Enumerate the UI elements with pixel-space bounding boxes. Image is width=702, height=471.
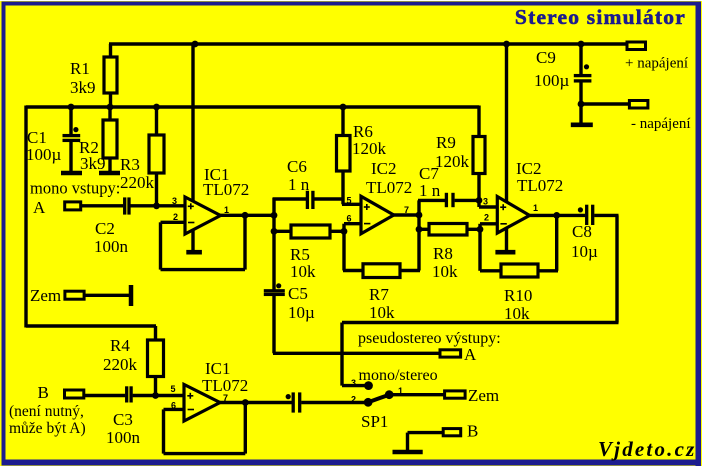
svg-text:R6: R6 bbox=[353, 122, 373, 141]
svg-text:Zem: Zem bbox=[468, 386, 499, 405]
svg-text:TL072: TL072 bbox=[202, 376, 248, 395]
svg-text:(není nutný,: (není nutný, bbox=[9, 403, 84, 420]
svg-text:- napájení: - napájení bbox=[631, 116, 691, 132]
svg-text:A: A bbox=[464, 345, 477, 364]
svg-text:2: 2 bbox=[484, 213, 489, 223]
svg-text:2: 2 bbox=[351, 395, 356, 405]
svg-text:3k9: 3k9 bbox=[70, 78, 96, 97]
svg-text:1: 1 bbox=[398, 386, 403, 396]
svg-text:10k: 10k bbox=[432, 262, 458, 281]
svg-text:C3: C3 bbox=[113, 410, 133, 429]
svg-text:C2: C2 bbox=[95, 219, 115, 238]
svg-text:1: 1 bbox=[224, 205, 229, 215]
svg-text:5: 5 bbox=[347, 196, 352, 206]
svg-text:+ napájení: + napájení bbox=[625, 56, 688, 72]
svg-text:120k: 120k bbox=[352, 139, 387, 158]
svg-text:IC1: IC1 bbox=[204, 165, 230, 184]
svg-text:1: 1 bbox=[533, 203, 538, 213]
svg-text:2: 2 bbox=[173, 212, 178, 222]
svg-text:SP1: SP1 bbox=[361, 412, 388, 431]
svg-text:7: 7 bbox=[223, 393, 228, 403]
svg-text:C8: C8 bbox=[572, 222, 592, 241]
svg-text:B: B bbox=[467, 422, 478, 441]
svg-text:5: 5 bbox=[171, 384, 176, 394]
svg-text:10k: 10k bbox=[504, 304, 530, 323]
svg-text:1 n: 1 n bbox=[288, 175, 310, 194]
svg-text:IC2: IC2 bbox=[371, 159, 397, 178]
svg-text:R3: R3 bbox=[120, 155, 140, 174]
svg-text:3: 3 bbox=[483, 197, 488, 207]
svg-text:6: 6 bbox=[171, 401, 176, 411]
svg-text:3: 3 bbox=[351, 378, 356, 388]
svg-text:R4: R4 bbox=[110, 336, 130, 355]
svg-text:1 n: 1 n bbox=[419, 181, 441, 200]
svg-text:R2: R2 bbox=[79, 138, 99, 157]
svg-text:může být A): může být A) bbox=[9, 420, 86, 437]
svg-text:100µ: 100µ bbox=[534, 71, 570, 90]
svg-text:C1: C1 bbox=[27, 128, 47, 147]
svg-text:TL072: TL072 bbox=[517, 176, 563, 195]
svg-text:mono/stereo: mono/stereo bbox=[359, 367, 438, 384]
svg-text:6: 6 bbox=[347, 214, 352, 224]
svg-text:R9: R9 bbox=[436, 133, 456, 152]
svg-text:mono vstupy:: mono vstupy: bbox=[30, 179, 120, 198]
svg-text:100n: 100n bbox=[106, 428, 141, 447]
svg-text:100µ: 100µ bbox=[26, 145, 62, 164]
svg-text:10µ: 10µ bbox=[571, 242, 598, 261]
svg-text:IC1: IC1 bbox=[205, 359, 231, 378]
svg-text:120k: 120k bbox=[435, 152, 470, 171]
svg-text:A: A bbox=[33, 198, 46, 217]
svg-text:3: 3 bbox=[172, 196, 177, 206]
svg-text:TL072: TL072 bbox=[203, 180, 249, 199]
svg-text:Zem: Zem bbox=[30, 286, 61, 305]
svg-text:Vjdeto.cz: Vjdeto.cz bbox=[598, 437, 697, 461]
svg-text:C5: C5 bbox=[288, 284, 308, 303]
svg-text:10µ: 10µ bbox=[288, 303, 315, 322]
svg-text:R5: R5 bbox=[290, 245, 310, 264]
svg-text:220k: 220k bbox=[120, 173, 155, 192]
svg-text:C6: C6 bbox=[287, 157, 307, 176]
svg-text:3k9: 3k9 bbox=[80, 154, 106, 173]
svg-text:C9: C9 bbox=[536, 48, 556, 67]
svg-text:Stereo simulátor: Stereo simulátor bbox=[515, 5, 686, 29]
svg-text:B: B bbox=[38, 383, 49, 402]
svg-text:10k: 10k bbox=[369, 303, 395, 322]
svg-text:R7: R7 bbox=[369, 285, 389, 304]
svg-text:TL072: TL072 bbox=[366, 178, 412, 197]
svg-text:220k: 220k bbox=[103, 355, 138, 374]
svg-text:R8: R8 bbox=[433, 244, 453, 263]
svg-text:7: 7 bbox=[404, 205, 409, 215]
svg-text:10k: 10k bbox=[290, 262, 316, 281]
svg-text:pseudostereo výstupy:: pseudostereo výstupy: bbox=[358, 330, 501, 347]
svg-text:100n: 100n bbox=[94, 237, 129, 256]
svg-text:C7: C7 bbox=[419, 164, 439, 183]
svg-text:R10: R10 bbox=[504, 286, 532, 305]
svg-text:IC2: IC2 bbox=[516, 159, 542, 178]
svg-text:R1: R1 bbox=[70, 59, 90, 78]
